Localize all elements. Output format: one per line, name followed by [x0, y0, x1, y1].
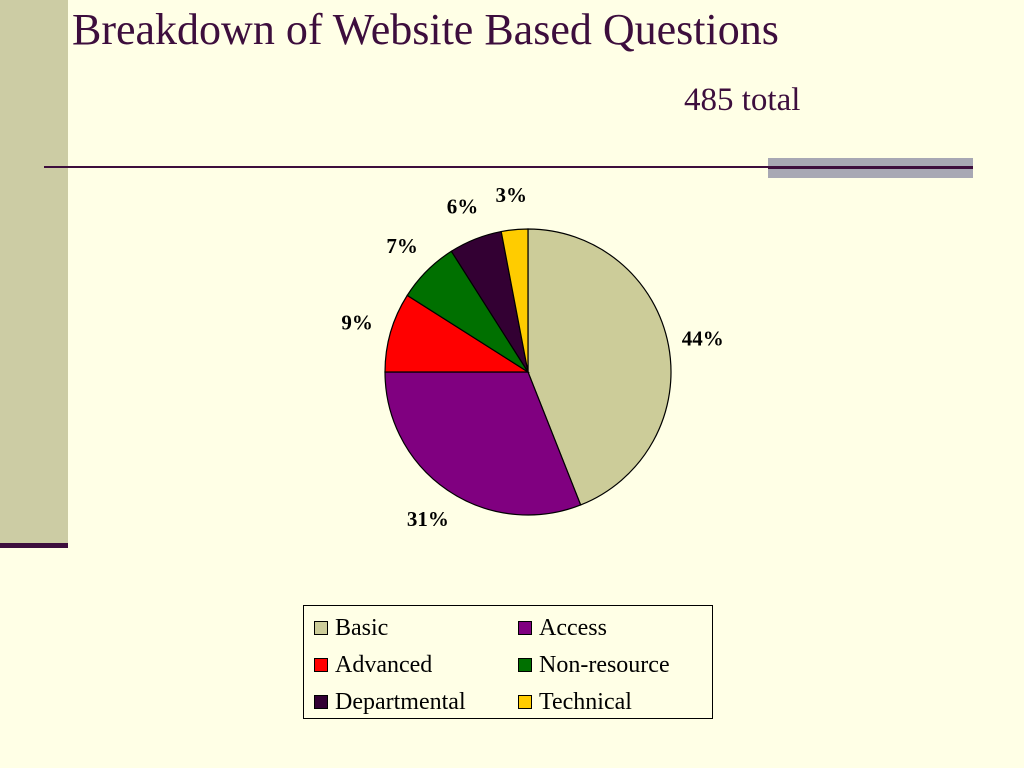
chart-legend: Basic Access Advanced Non-resource Depar…	[303, 605, 713, 719]
legend-label-basic: Basic	[335, 614, 389, 641]
pie-label-technical: 3%	[495, 183, 527, 207]
legend-label-access: Access	[539, 614, 607, 641]
pie-label-basic: 44%	[682, 327, 724, 351]
legend-swatch-departmental	[314, 695, 328, 709]
pie-label-departmental: 6%	[447, 195, 479, 219]
legend-swatch-technical	[518, 695, 532, 709]
slide-subtitle: 485 total	[684, 82, 801, 118]
legend-label-departmental: Departmental	[335, 688, 466, 715]
pie-slice-advanced	[384, 294, 531, 373]
pie-slice-access	[384, 371, 582, 516]
pie-label-non-resource: 7%	[386, 234, 418, 258]
pie-labels: 44% 31% 9% 7% 6% 3%	[341, 183, 723, 531]
pie-label-advanced: 9%	[341, 310, 373, 334]
left-bar-accent	[0, 543, 68, 548]
left-decorative-bar	[0, 0, 68, 544]
legend-label-advanced: Advanced	[335, 651, 433, 678]
legend-item-departmental: Departmental	[314, 687, 466, 717]
legend-item-technical: Technical	[518, 687, 632, 717]
pie-slice-technical	[500, 228, 529, 373]
legend-item-basic: Basic	[314, 613, 388, 643]
pie-chart: 44% 31% 9% 7% 6% 3%	[341, 183, 723, 531]
legend-swatch-non-resource	[518, 658, 532, 672]
legend-label-non-resource: Non-resource	[539, 651, 670, 678]
legend-item-advanced: Advanced	[314, 650, 432, 680]
title-rule	[44, 166, 973, 168]
legend-label-technical: Technical	[539, 688, 632, 715]
pie-label-access: 31%	[407, 507, 449, 531]
legend-item-access: Access	[518, 613, 607, 643]
legend-swatch-access	[518, 621, 532, 635]
rule-accent-line	[768, 166, 973, 169]
pie-slice-basic	[527, 228, 672, 506]
legend-swatch-basic	[314, 621, 328, 635]
pie-slices	[384, 228, 672, 516]
slide-title: Breakdown of Website Based Questions	[72, 5, 779, 54]
legend-item-non-resource: Non-resource	[518, 650, 670, 680]
legend-swatch-advanced	[314, 658, 328, 672]
